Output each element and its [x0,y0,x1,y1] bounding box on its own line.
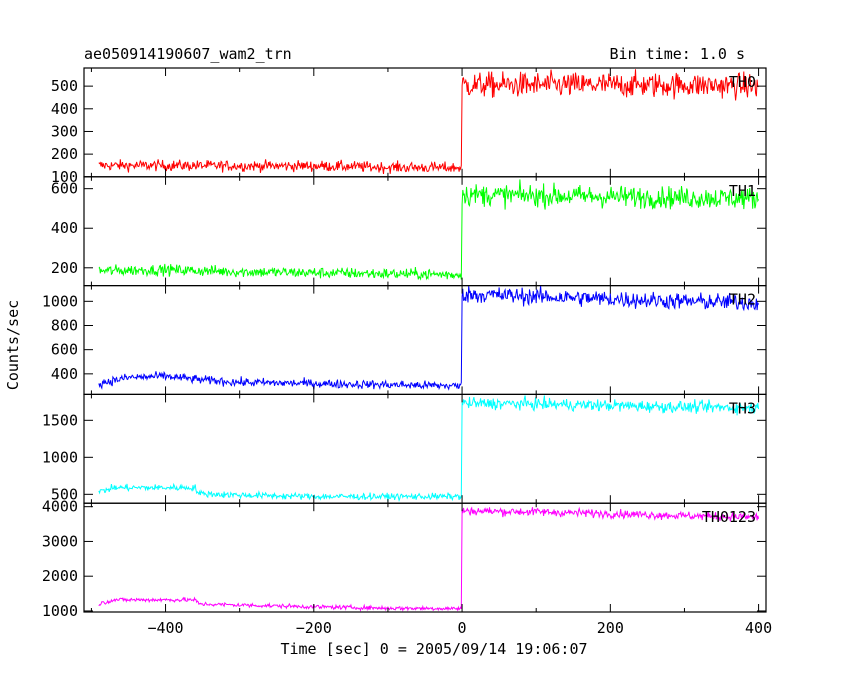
x-tick-label: −200 [296,619,332,637]
series-line-th3 [98,395,760,502]
y-tick-label: 800 [51,316,78,334]
x-axis-label: Time [sec] 0 = 2005/09/14 19:06:07 [280,640,587,658]
y-tick-label: 400 [51,219,78,237]
panel-label-th2: TH2 [729,291,756,309]
x-tick-label: 400 [745,619,772,637]
panels-group: 100 200 300 400 500 TH0 200 400 600 TH1 400 600 800 1… [42,67,772,637]
y-tick-label: 100 [51,168,78,186]
x-tick-label: 200 [597,619,624,637]
bin-time-label: Bin time: 1.0 s [610,45,745,63]
y-tick-label: 300 [51,122,78,140]
y-tick-label: 1000 [42,448,78,466]
y-axis-label: Counts/sec [4,300,22,390]
series-line-th0123 [98,506,760,612]
y-tick-label: 400 [51,365,78,383]
y-tick-label: 4000 [42,498,78,516]
panel-label-th0123: TH0123 [702,508,756,526]
series-line-th0 [98,69,759,174]
panel-frame-th0123 [83,502,767,613]
y-tick-label: 200 [51,259,78,277]
y-tick-label: 600 [51,180,78,198]
x-tick-label: −400 [147,619,183,637]
y-tick-label: 1000 [42,292,78,310]
y-tick-label: 500 [51,77,78,95]
x-tick-label: 0 [458,619,467,637]
series-line-th2 [98,285,760,391]
y-tick-label: 2000 [42,567,78,585]
chart-title: ae050914190607_wam2_trn [84,45,292,63]
y-tick-label: 3000 [42,532,78,550]
y-tick-label: 600 [51,341,78,359]
y-tick-label: 200 [51,145,78,163]
panel-label-th3: TH3 [729,399,756,417]
panel-label-th0: TH0 [729,73,756,91]
panel-label-th1: TH1 [729,182,756,200]
series-line-th1 [98,179,760,281]
y-tick-label: 500 [51,485,78,503]
y-tick-label: 1000 [42,602,78,620]
y-tick-label: 400 [51,100,78,118]
y-tick-label: 1500 [42,411,78,429]
